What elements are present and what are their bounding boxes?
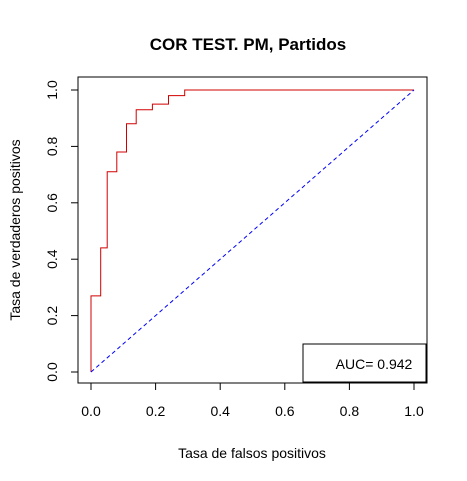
y-tick-label: 0.4	[44, 249, 60, 269]
x-tick-label: 0.8	[340, 403, 360, 419]
auc-annotation: AUC= 0.942	[336, 356, 413, 372]
x-tick-label: 0.6	[275, 403, 295, 419]
y-axis: 0.0 0.2 0.4 0.6 0.8 1.0	[44, 80, 79, 382]
auc-box	[302, 343, 427, 383]
plot-frame	[77, 76, 428, 384]
x-tick-label: 0.4	[210, 403, 230, 419]
y-axis-label: Tasa de verdaderos positivos	[7, 139, 23, 320]
y-tick-label: 0.0	[44, 362, 60, 382]
chart-title: COR TEST. PM, Partidos	[150, 35, 346, 54]
roc-curve	[90, 89, 414, 372]
x-tick-label: 0.2	[146, 403, 166, 419]
y-tick-label: 0.6	[44, 193, 60, 213]
plot-series	[90, 89, 415, 373]
y-tick-label: 1.0	[44, 80, 60, 100]
x-tick-label: 0.0	[81, 403, 101, 419]
diagonal-reference-line	[90, 89, 415, 373]
x-tick-label: 1.0	[404, 403, 424, 419]
y-tick-label: 0.8	[44, 136, 60, 156]
x-axis-label: Tasa de falsos positivos	[178, 445, 326, 461]
x-axis: 0.0 0.2 0.4 0.6 0.8 1.0	[81, 382, 424, 419]
y-tick-label: 0.2	[44, 306, 60, 326]
